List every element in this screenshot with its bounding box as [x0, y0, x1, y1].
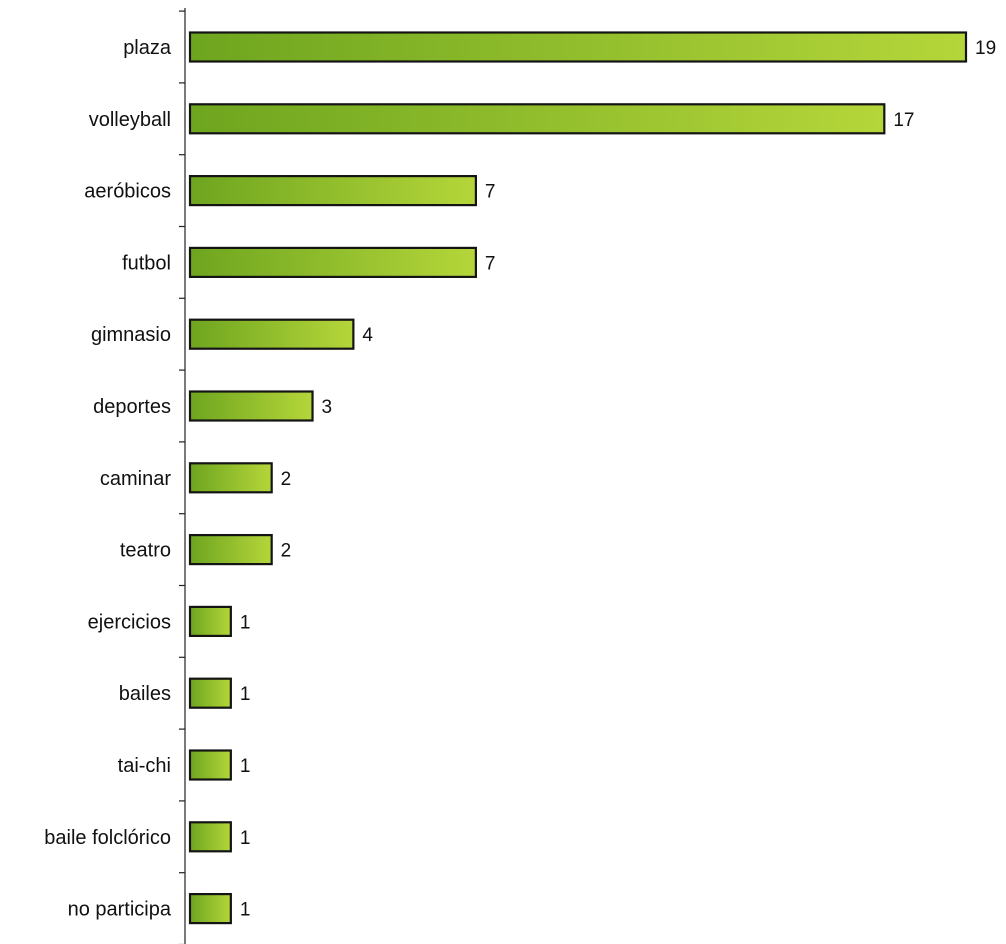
bar-aeróbicos	[188, 175, 477, 207]
bars	[188, 31, 968, 925]
category-label: deportes	[93, 396, 171, 418]
category-label: baile folclórico	[44, 827, 171, 849]
category-labels: plaza volleyball aeróbicos futbol gimnasio de…	[44, 37, 172, 921]
bar-tai-chi	[188, 749, 232, 781]
y-axis-ticks	[179, 10, 185, 944]
bar-caminar	[188, 462, 273, 494]
value-label: 1	[240, 900, 251, 921]
value-label: 4	[362, 325, 373, 346]
bar-ejercicios	[188, 605, 232, 638]
category-label: ejercicios	[88, 611, 171, 633]
value-label: 1	[240, 756, 251, 777]
category-label: teatro	[120, 540, 171, 562]
bar-plaza	[188, 31, 968, 63]
category-label: no participa	[68, 899, 172, 921]
bar-volleyball	[188, 103, 886, 135]
value-label: 2	[281, 469, 292, 490]
bar-no-participa	[188, 892, 232, 925]
value-label: 2	[281, 541, 292, 562]
category-label: caminar	[100, 468, 171, 490]
value-label: 7	[485, 182, 496, 203]
category-label: bailes	[119, 683, 171, 705]
bar-teatro	[188, 533, 273, 566]
category-label: gimnasio	[91, 324, 171, 346]
value-label: 1	[240, 612, 251, 633]
bar-deportes	[188, 390, 314, 422]
category-label: aeróbicos	[84, 181, 171, 203]
value-label: 17	[893, 110, 914, 131]
value-label: 19	[975, 38, 996, 59]
bar-gimnasio	[188, 318, 355, 350]
category-label: plaza	[123, 37, 172, 59]
value-labels: 19 17 7 7 4 3 2 2 1 1 1 1 1	[240, 38, 996, 921]
value-label: 1	[240, 684, 251, 705]
category-label: futbol	[122, 252, 171, 274]
value-label: 7	[485, 253, 496, 274]
bar-bailes	[188, 677, 232, 709]
category-label: volleyball	[89, 109, 171, 131]
value-label: 3	[322, 397, 333, 418]
category-label: tai-chi	[118, 755, 171, 777]
bar-futbol	[188, 246, 477, 278]
bar-baile-folclórico	[188, 821, 232, 853]
value-label: 1	[240, 828, 251, 849]
